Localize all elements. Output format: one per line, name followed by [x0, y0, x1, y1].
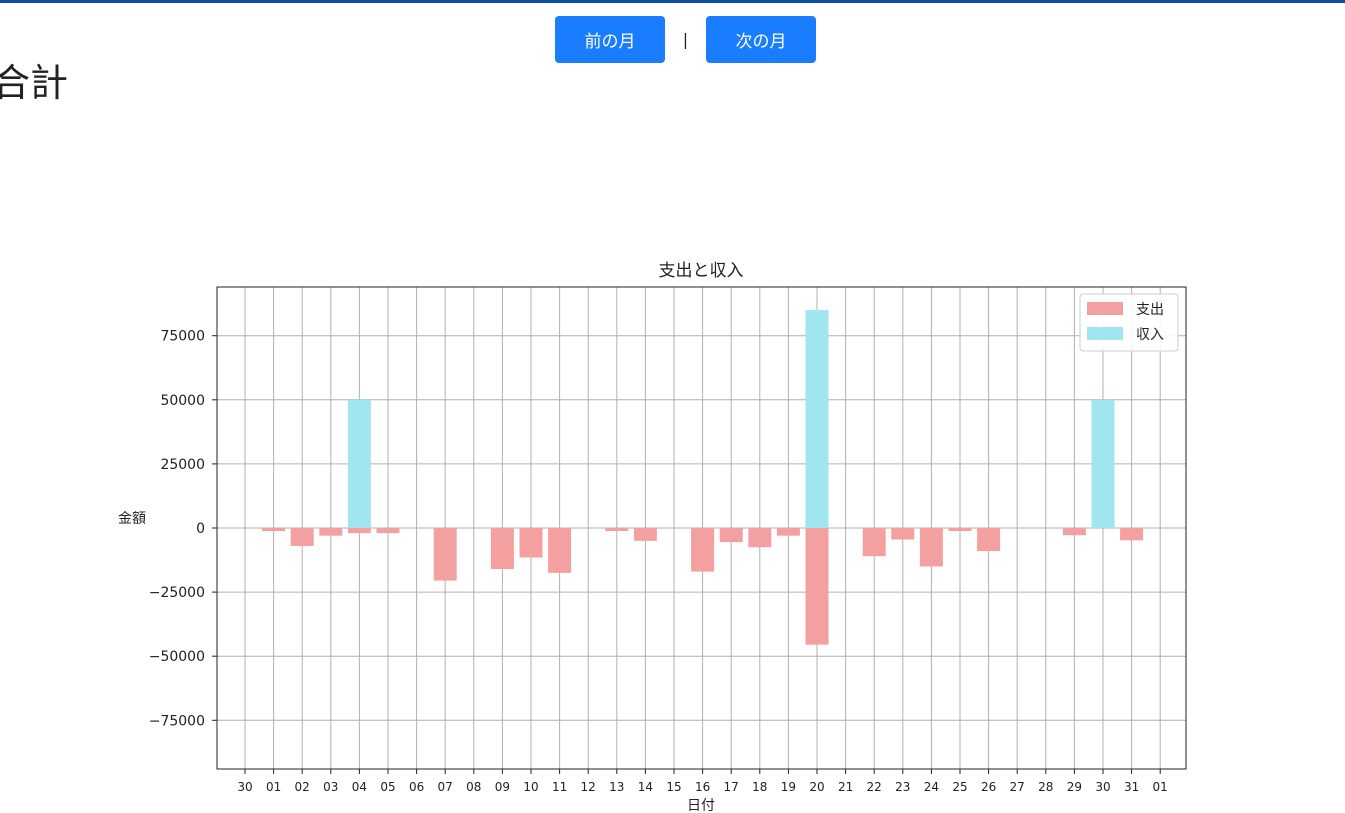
- bar-expense: [605, 528, 629, 532]
- legend-label-income: 収入: [1136, 327, 1164, 343]
- x-tick-label: 26: [981, 780, 996, 794]
- bar-expense: [776, 528, 800, 536]
- x-tick-label: 16: [695, 780, 710, 794]
- chart-bars: [262, 310, 1144, 645]
- bar-expense: [805, 528, 829, 645]
- x-tick-label: 15: [666, 780, 681, 794]
- month-navigation: 前の月 | 次の月: [555, 16, 816, 63]
- bar-expense: [262, 528, 286, 532]
- bar-income: [1091, 399, 1115, 528]
- x-tick-label: 23: [895, 780, 910, 794]
- x-tick-label: 18: [752, 780, 767, 794]
- x-tick-label: 27: [1010, 780, 1025, 794]
- bar-income: [347, 399, 371, 528]
- bar-expense: [1062, 528, 1086, 536]
- x-tick-label: 11: [552, 780, 567, 794]
- x-tick-label: 01: [1153, 780, 1168, 794]
- plot-frame: [216, 286, 1187, 770]
- x-tick-label: 17: [724, 780, 739, 794]
- bar-expense: [1120, 528, 1144, 541]
- x-tick-label: 30: [237, 780, 252, 794]
- bar-expense: [633, 528, 657, 541]
- bar-expense: [347, 528, 371, 534]
- bar-expense: [977, 528, 1001, 552]
- y-tick-label: −75000: [149, 713, 205, 729]
- x-tick-label: 28: [1038, 780, 1053, 794]
- prev-month-button[interactable]: 前の月: [555, 16, 665, 63]
- bar-expense: [519, 528, 543, 558]
- x-tick-label: 08: [466, 780, 481, 794]
- y-tick-label: 25000: [160, 457, 205, 473]
- bar-expense: [433, 528, 457, 581]
- bar-expense: [719, 528, 743, 543]
- page-title: 合計: [0, 61, 69, 105]
- bar-expense: [862, 528, 886, 557]
- legend-swatch-expense: [1087, 302, 1123, 315]
- x-tick-label: 29: [1067, 780, 1082, 794]
- y-axis-label: 金額: [118, 511, 146, 527]
- x-tick-label: 25: [952, 780, 967, 794]
- bar-expense: [376, 528, 400, 534]
- x-tick-label: 10: [523, 780, 538, 794]
- bar-expense: [919, 528, 943, 567]
- chart-legend: 支出 収入: [1079, 293, 1179, 352]
- bar-expense: [548, 528, 572, 573]
- x-tick-label: 01: [266, 780, 281, 794]
- x-tick-label: 24: [924, 780, 939, 794]
- x-tick-label: 20: [809, 780, 824, 794]
- x-tick-label: 05: [380, 780, 395, 794]
- x-tick-label: 21: [838, 780, 853, 794]
- top-accent-bar: [0, 0, 1345, 3]
- legend-label-expense: 支出: [1136, 302, 1164, 318]
- nav-separator: |: [682, 30, 689, 49]
- y-tick-label: 75000: [160, 329, 205, 345]
- bar-expense: [691, 528, 715, 572]
- bar-income: [805, 310, 829, 528]
- x-tick-label: 31: [1124, 780, 1139, 794]
- bar-expense: [319, 528, 343, 536]
- x-axis-label: 日付: [687, 798, 715, 813]
- x-tick-label: 03: [323, 780, 338, 794]
- x-tick-label: 13: [609, 780, 624, 794]
- bar-expense: [891, 528, 915, 540]
- x-tick-label: 04: [352, 780, 367, 794]
- x-tick-label: 30: [1095, 780, 1110, 794]
- x-tick-label: 06: [409, 780, 424, 794]
- x-tick-label: 07: [438, 780, 453, 794]
- bar-expense: [290, 528, 314, 546]
- bar-expense: [490, 528, 514, 570]
- chart-title: 支出と収入: [659, 261, 744, 281]
- y-tick-label: 50000: [160, 393, 205, 409]
- x-tick-label: 02: [295, 780, 310, 794]
- x-axis-ticks: 30 01 02 03 04 05 06 07 08 09 10 11 12 13 14 15 16 17 18 19…: [237, 769, 1168, 794]
- y-tick-label: −25000: [149, 585, 205, 601]
- x-tick-label: 22: [867, 780, 882, 794]
- y-tick-label: −50000: [149, 649, 205, 665]
- x-tick-label: 09: [495, 780, 510, 794]
- next-month-button[interactable]: 次の月: [706, 16, 816, 63]
- y-tick-label: 0: [196, 521, 205, 537]
- x-tick-label: 19: [781, 780, 796, 794]
- bar-expense: [748, 528, 772, 548]
- x-tick-label: 12: [581, 780, 596, 794]
- x-tick-label: 14: [638, 780, 653, 794]
- legend-swatch-income: [1087, 327, 1123, 340]
- y-axis-ticks: −75000 −50000 −25000 0 25000 50000 75000: [149, 329, 217, 729]
- bar-expense: [948, 528, 972, 532]
